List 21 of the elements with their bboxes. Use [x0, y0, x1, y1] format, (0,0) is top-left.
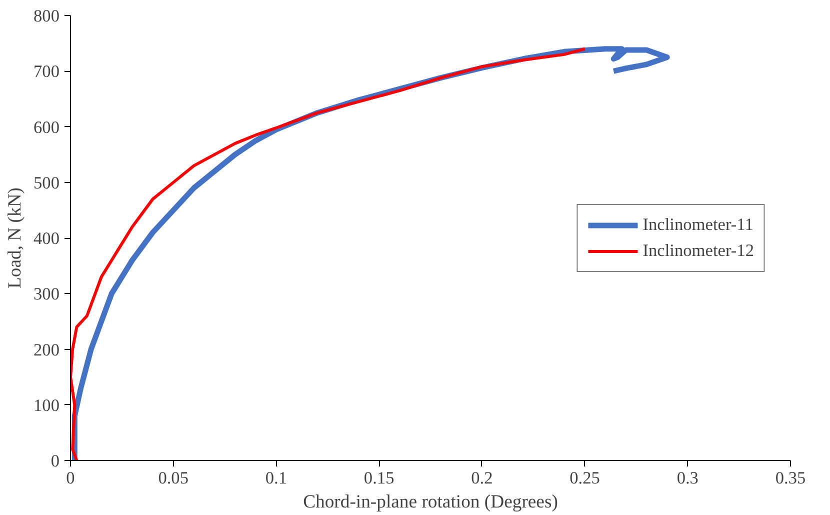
x-axis-title: Chord-in-plane rotation (Degrees) [303, 492, 558, 512]
y-tick-label: 0 [50, 452, 60, 470]
legend-label: Inclinometer-12 [642, 240, 754, 260]
x-tick-label: 0.35 [775, 468, 806, 488]
y-tick-label: 400 [34, 229, 60, 248]
y-tick-label: 100 [34, 396, 60, 415]
y-tick-label: 600 [34, 118, 60, 137]
y-axis-title: Load, N (kN) [4, 187, 26, 289]
y-tick-label: 500 [34, 173, 60, 192]
x-tick-label: 0.2 [471, 468, 493, 488]
x-tick-label: 0.05 [158, 468, 189, 488]
y-tick-label: 700 [34, 62, 60, 82]
y-tick-label: 200 [34, 340, 60, 360]
x-tick-label: 0.3 [676, 468, 698, 488]
legend-label: Inclinometer-11 [642, 214, 754, 234]
x-tick-label: 0 [66, 468, 75, 488]
x-tick-label: 0.15 [364, 468, 394, 488]
y-tick-label: 300 [34, 284, 60, 304]
x-tick-label: 0.25 [570, 468, 600, 488]
y-tick-label: 800 [34, 6, 60, 26]
x-tick-label: 0.1 [265, 468, 288, 488]
